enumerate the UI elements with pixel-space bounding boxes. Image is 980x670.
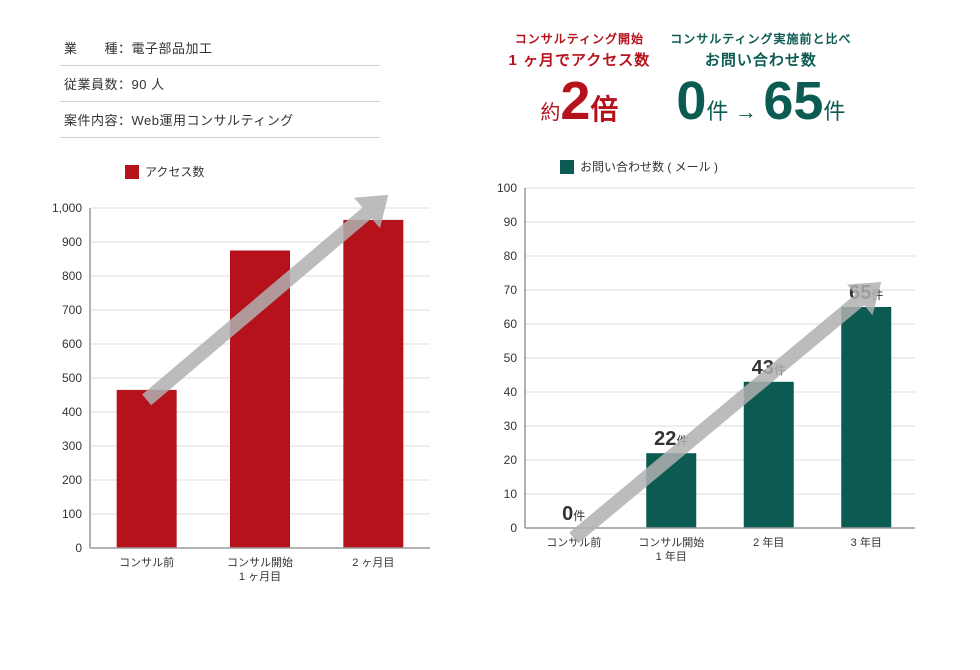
svg-text:300: 300 [62,439,82,453]
svg-text:0: 0 [75,541,82,555]
svg-text:100: 100 [497,181,517,195]
svg-text:10: 10 [504,487,518,501]
svg-text:コンサル前: コンサル前 [119,555,174,569]
svg-text:30: 30 [504,419,518,433]
svg-text:50: 50 [504,351,518,365]
svg-text:2 年目: 2 年目 [753,535,784,549]
stat-inq-line1: コンサルティング実施前と比べ [670,30,851,47]
svg-text:700: 700 [62,303,82,317]
svg-text:800: 800 [62,269,82,283]
legend-swatch-icon [125,165,139,179]
svg-text:500: 500 [62,371,82,385]
svg-text:600: 600 [62,337,82,351]
svg-text:2 ヶ月目: 2 ヶ月目 [352,557,394,569]
info-row-industry: 業 種：電子部品加工 [60,30,380,66]
svg-text:90: 90 [504,215,518,229]
svg-text:0件: 0件 [562,503,585,525]
svg-text:900: 900 [62,235,82,249]
chart-access-svg: 0 100 200 300 400 500 600 700 800 900 1,000 コンサル前 コン… [30,158,450,618]
svg-text:0: 0 [510,521,517,535]
charts-row: アクセス数 01002003004005006007008009001,000コ… [0,148,980,623]
svg-text:1,000: 1,000 [52,201,82,215]
info-row-employees: 従業員数：90 人 [60,66,380,102]
chart-access: アクセス数 0 100 200 300 400 500 600 700 800 900 1,000 コ… [30,158,450,623]
svg-text:400: 400 [62,405,82,419]
svg-text:コンサル開始: コンサル開始 [227,555,293,569]
stat-access-line2: 1 ヶ月でアクセス数 [508,49,650,70]
svg-text:1 年目: 1 年目 [656,549,687,563]
chart-inquiries-legend: お問い合わせ数 ( メール ) [560,158,718,175]
svg-text:40: 40 [504,385,518,399]
stat-inq-big: 0件 → 65件 [670,74,851,128]
chart-access-legend: アクセス数 [125,163,204,180]
svg-text:1 ヶ月目: 1 ヶ月目 [239,571,281,583]
chart-inquiries: お問い合わせ数 ( メール ) 0 10 20 30 40 50 60 70 80 90 100 0件… [470,158,930,623]
svg-text:コンサル開始: コンサル開始 [638,535,704,549]
info-table: 業 種：電子部品加工 従業員数：90 人 案件内容：Web運用コンサルティング [60,30,380,138]
legend-label: お問い合わせ数 ( メール ) [580,158,718,175]
legend-label: アクセス数 [145,163,204,180]
legend-swatch-icon [560,160,574,174]
chart-inquiries-svg: 01020304050607080901000件22件43件65件コンサル前コン… [470,158,930,588]
stat-access-big: 約2倍 [508,74,650,128]
stat-access-line1: コンサルティング開始 [508,30,650,47]
stat-inq-line2: お問い合わせ数 [670,49,851,70]
svg-text:3 年目: 3 年目 [851,535,882,549]
svg-text:70: 70 [504,283,518,297]
svg-text:60: 60 [504,317,518,331]
info-row-project: 案件内容：Web運用コンサルティング [60,102,380,138]
header-row: 業 種：電子部品加工 従業員数：90 人 案件内容：Web運用コンサルティング … [0,0,980,148]
svg-text:200: 200 [62,473,82,487]
stat-inquiries: コンサルティング実施前と比べ お問い合わせ数 0件 → 65件 [670,30,851,128]
stat-access: コンサルティング開始 1 ヶ月でアクセス数 約2倍 [508,30,650,128]
svg-text:100: 100 [62,507,82,521]
svg-text:20: 20 [504,453,518,467]
svg-text:80: 80 [504,249,518,263]
stats-row: コンサルティング開始 1 ヶ月でアクセス数 約2倍 コンサルティング実施前と比べ… [410,30,950,128]
